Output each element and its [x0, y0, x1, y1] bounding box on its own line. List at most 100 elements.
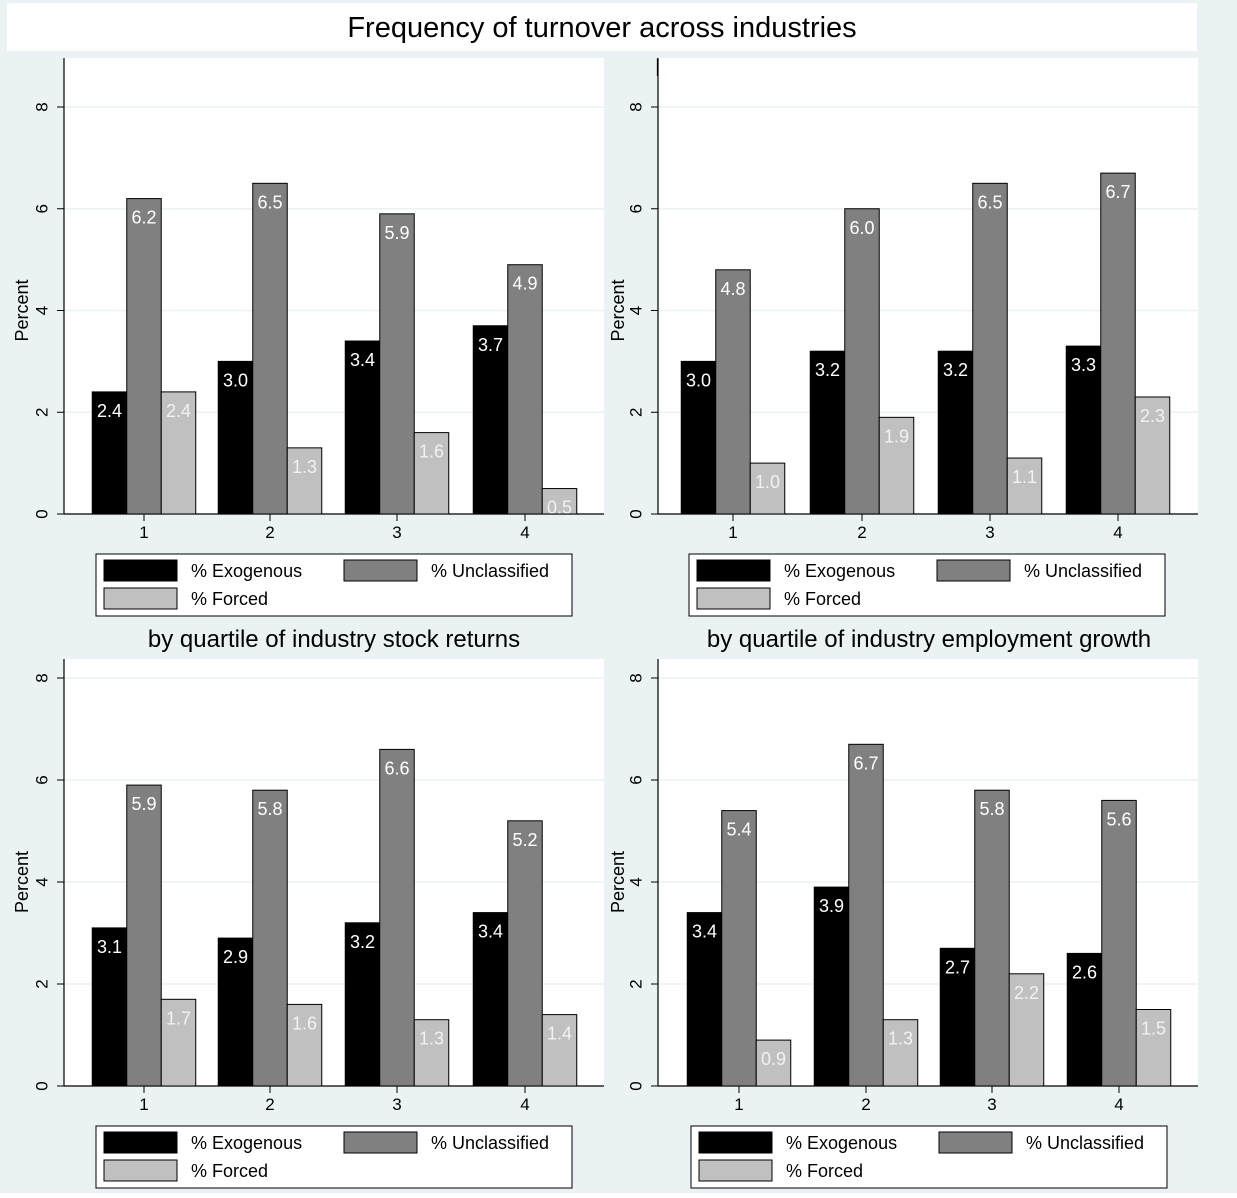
legend-swatch — [103, 1131, 178, 1154]
bar-value-label: 3.2 — [815, 360, 840, 380]
y-axis-label: Percent — [608, 279, 628, 341]
legend-swatch — [936, 559, 1011, 582]
bar — [878, 416, 915, 515]
y-tick-label: 8 — [627, 102, 646, 111]
bar — [848, 743, 884, 1087]
chart-panel-3: by quartile of industry stock returns 0 2 4… — [12, 626, 604, 1189]
bar-value-label: 3.3 — [1071, 355, 1096, 375]
bar-value-label: 2.4 — [97, 401, 122, 421]
bar-value-label: 3.0 — [223, 370, 248, 390]
bar — [1065, 345, 1102, 515]
legend-item: % Exogenous — [696, 559, 895, 582]
bar — [344, 340, 381, 515]
x-tick-label: 4 — [1113, 523, 1122, 542]
bar-value-label: 4.9 — [512, 274, 537, 294]
bar — [252, 789, 288, 1087]
bar-value-label: 6.5 — [257, 192, 282, 212]
bar-value-label: 0.9 — [761, 1049, 786, 1069]
bar — [1134, 396, 1171, 515]
legend-label: % Unclassified — [1024, 561, 1142, 581]
x-tick-label: 1 — [728, 523, 737, 542]
bar-value-label: 5.9 — [384, 223, 409, 243]
x-tick-label: 4 — [520, 1095, 529, 1114]
bar — [755, 1039, 792, 1087]
bar — [1066, 952, 1103, 1087]
y-tick-label: 4 — [33, 877, 52, 886]
y-tick-label: 6 — [627, 204, 646, 213]
bar — [507, 820, 543, 1087]
legend-label: % Forced — [784, 589, 861, 609]
x-tick-label: 4 — [520, 523, 529, 542]
bar-value-label: 3.4 — [478, 922, 503, 942]
bar-value-label: 0.5 — [547, 498, 572, 518]
y-tick-label: 0 — [627, 509, 646, 518]
y-axis-label: Percent — [12, 851, 32, 913]
bar — [379, 213, 415, 515]
panels: by quartile of industry ROA02468Percent2… — [12, 55, 1198, 1189]
bar — [160, 391, 197, 515]
chart-panel-4: by quartile of industry employment growt… — [608, 626, 1198, 1189]
bar — [972, 182, 1008, 515]
bar-value-label: 2.2 — [1014, 983, 1039, 1003]
bar-value-label: 3.2 — [350, 932, 375, 952]
bar — [286, 1003, 323, 1087]
bar — [844, 208, 880, 515]
bar-value-label: 1.3 — [888, 1029, 913, 1049]
legend-item: % Unclassified — [938, 1131, 1144, 1154]
bar-value-label: 2.6 — [1072, 962, 1097, 982]
panel-subtitle: by quartile of industry stock returns — [148, 626, 520, 653]
bar — [541, 1014, 578, 1087]
bar — [1100, 172, 1136, 515]
legend-item: % Forced — [698, 1159, 863, 1182]
legend-label: % Exogenous — [784, 561, 895, 581]
bar-value-label: 1.0 — [755, 472, 780, 492]
bar — [813, 886, 850, 1087]
y-tick-label: 6 — [33, 204, 52, 213]
legend-swatch — [103, 1159, 178, 1182]
legend-swatch — [698, 1131, 773, 1154]
bar-value-label: 3.2 — [943, 360, 968, 380]
bar-value-label: 1.3 — [292, 457, 317, 477]
bar-value-label: 6.7 — [1105, 182, 1130, 202]
bar-value-label: 6.5 — [977, 192, 1002, 212]
bar-value-label: 6.0 — [849, 218, 874, 238]
y-tick-label: 2 — [627, 408, 646, 417]
x-tick-label: 3 — [987, 1095, 996, 1114]
bar-value-label: 5.9 — [131, 794, 156, 814]
bar — [217, 360, 254, 515]
bar-value-label: 2.3 — [1140, 406, 1165, 426]
y-tick-label: 4 — [627, 306, 646, 315]
legend-swatch — [103, 559, 178, 582]
figure-title-box — [7, 3, 1197, 51]
bar-value-label: 5.8 — [979, 799, 1004, 819]
legend-label: % Exogenous — [191, 1133, 302, 1153]
bar-value-label: 6.7 — [853, 753, 878, 773]
legend-swatch — [696, 587, 771, 610]
figure-title: Frequency of turnover across industries — [347, 12, 856, 44]
chart-panel-1: by quartile of industry ROA02468Percent2… — [12, 55, 604, 617]
bar — [939, 947, 976, 1087]
bar — [749, 462, 786, 515]
panel-subtitle: by quartile of industry employment growt… — [707, 626, 1151, 653]
y-tick-label: 8 — [33, 673, 52, 682]
x-tick-label: 2 — [861, 1095, 870, 1114]
bar-value-label: 5.8 — [257, 799, 282, 819]
x-tick-label: 2 — [265, 1095, 274, 1114]
y-tick-label: 2 — [33, 408, 52, 417]
bar — [1006, 457, 1043, 515]
bar-value-label: 3.4 — [350, 350, 375, 370]
bar-value-label: 1.6 — [292, 1013, 317, 1033]
y-axis-label: Percent — [608, 851, 628, 913]
bar — [91, 927, 128, 1087]
legend-swatch — [696, 559, 771, 582]
legend-swatch — [343, 559, 418, 582]
legend-label: % Forced — [786, 1161, 863, 1181]
legend-label: % Unclassified — [431, 561, 549, 581]
bar-value-label: 2.7 — [945, 957, 970, 977]
y-tick-label: 8 — [627, 673, 646, 682]
bar-value-label: 2.4 — [166, 401, 191, 421]
bar-value-label: 3.0 — [686, 370, 711, 390]
legend-swatch — [698, 1159, 773, 1182]
bar-value-label: 1.7 — [166, 1008, 191, 1028]
